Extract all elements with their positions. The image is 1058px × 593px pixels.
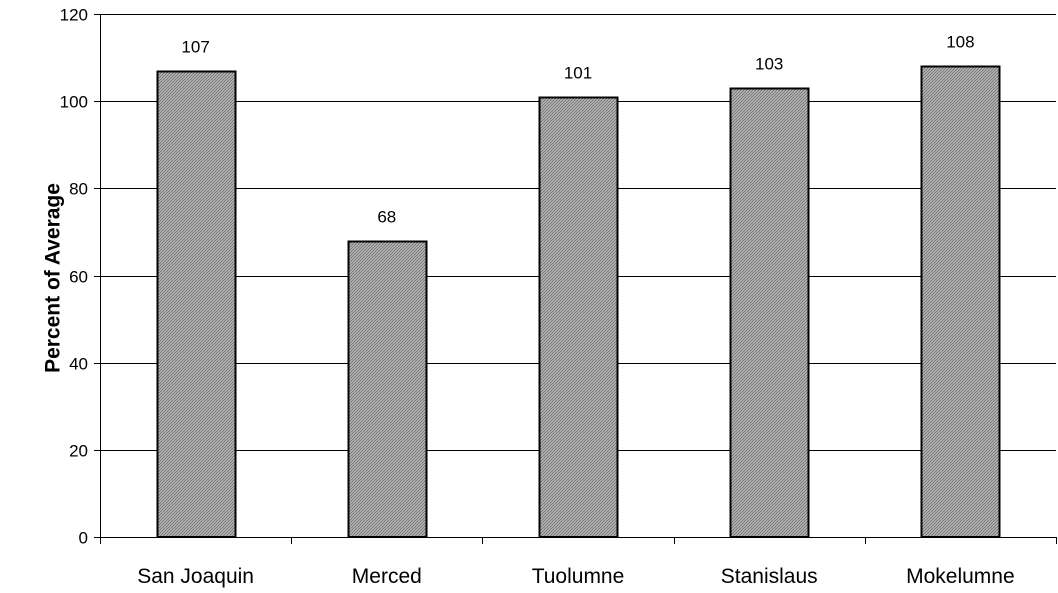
data-label: 103 [755,55,783,74]
bar-tuolumne [538,96,619,538]
x-category-label: Stanislaus [721,565,818,588]
x-category-label: San Joaquin [137,565,254,588]
data-label: 108 [946,33,974,52]
y-tick-label: 60 [69,268,88,287]
x-category-label: Tuolumne [532,565,625,588]
y-tick-label: 100 [60,93,88,112]
bar-merced [347,240,428,538]
y-axis-ticks: 0 20 40 60 80 100 120 [60,6,100,548]
bar-san-joaquin [156,70,237,538]
axes [100,14,1056,538]
data-label: 101 [564,64,592,83]
y-tick-label: 20 [69,442,88,461]
y-tick-label: 80 [69,180,88,199]
x-category-label: Merced [352,565,422,588]
x-axis-ticks: San Joaquin Merced Tuolumne Stanislaus Mokel… [100,537,1057,588]
bar-mokelumne [920,65,1001,538]
y-tick-label: 0 [79,529,88,548]
y-tick-label: 40 [69,355,88,374]
bars: 107 68 101 103 108 [156,33,1001,538]
data-label: 107 [181,38,209,57]
data-label: 68 [377,208,396,227]
bar-stanislaus [729,87,810,538]
y-tick-label: 120 [60,6,88,25]
x-category-label: Mokelumne [906,565,1015,588]
y-axis-title: Percent of Average [42,183,65,373]
